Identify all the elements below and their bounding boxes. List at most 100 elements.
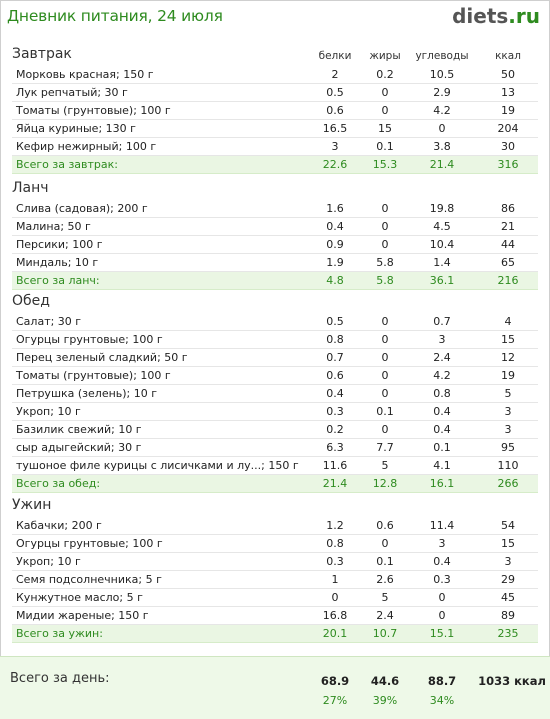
kcal-value: 30 [501,140,515,153]
fat-value: 7.7 [376,441,394,454]
day-total-kcal: 1033 ккал [478,674,546,688]
fat-value: 0.2 [376,68,394,81]
food-name: Укроп; 10 г [16,555,81,568]
site-logo[interactable]: diets.ru [452,4,540,28]
protein-value: 1 [331,573,339,586]
kcal-value: 65 [501,256,515,269]
section-total-row: Всего за завтрак: 22.6 15.3 21.4 316 [12,156,538,174]
carbs-value: 1.4 [433,256,451,269]
food-name: Укроп; 10 г [16,405,81,418]
food-name: Семя подсолнечника; 5 г [16,573,162,586]
food-row[interactable]: Миндаль; 10 г 1.9 5.8 1.4 65 [12,254,538,272]
kcal-value: 5 [504,387,512,400]
kcal-value: 216 [497,274,519,287]
food-name: сыр адыгейский; 30 г [16,441,142,454]
kcal-value: 19 [501,369,515,382]
protein-value: 20.1 [322,627,348,640]
food-row[interactable]: Яйца куриные; 130 г 16.5 15 0 204 [12,120,538,138]
carbs-value: 0 [438,609,446,622]
kcal-value: 316 [497,158,519,171]
food-row[interactable]: Семя подсолнечника; 5 г 1 2.6 0.3 29 [12,571,538,589]
food-name: Яйца куриные; 130 г [16,122,136,135]
food-row[interactable]: Кунжутное масло; 5 г 0 5 0 45 [12,589,538,607]
fat-value: 0 [381,220,389,233]
section-total-row: Всего за ужин: 20.1 10.7 15.1 235 [12,625,538,643]
protein-value: 0.5 [326,86,344,99]
protein-value: 0.6 [326,104,344,117]
fat-value: 0 [381,537,389,550]
food-row[interactable]: Кабачки; 200 г 1.2 0.6 11.4 54 [12,517,538,535]
carbs-value: 36.1 [429,274,455,287]
food-row[interactable]: Базилик свежий; 10 г 0.2 0 0.4 3 [12,421,538,439]
section-total-row: Всего за ланч: 4.8 5.8 36.1 216 [12,272,538,290]
kcal-value: 4 [504,315,512,328]
food-row[interactable]: Персики; 100 г 0.9 0 10.4 44 [12,236,538,254]
section-total-label: Всего за обед: [16,477,101,490]
protein-value: 0.3 [326,555,344,568]
food-row[interactable]: тушоное филе курицы с лисичками и лу...;… [12,457,538,475]
food-name: Томаты (грунтовые); 100 г [16,104,171,117]
protein-value: 3 [331,140,339,153]
column-header-carbs: углеводы [415,50,469,62]
fat-value: 0 [381,369,389,382]
food-name: Базилик свежий; 10 г [16,423,142,436]
kcal-value: 19 [501,104,515,117]
food-row[interactable]: Огурцы грунтовые; 100 г 0.8 0 3 15 [12,331,538,349]
carbs-value: 4.2 [433,104,451,117]
food-row[interactable]: Томаты (грунтовые); 100 г 0.6 0 4.2 19 [12,367,538,385]
carbs-value: 0.4 [433,555,451,568]
column-header-fat: жиры [369,50,401,62]
carbs-value: 0.1 [433,441,451,454]
fat-value: 0 [381,315,389,328]
day-total-protein: 68.9 [320,674,350,688]
carbs-value: 10.5 [429,68,455,81]
fat-value: 0.1 [376,555,394,568]
section-total-row: Всего за обед: 21.4 12.8 16.1 266 [12,475,538,493]
food-row[interactable]: Томаты (грунтовые); 100 г 0.6 0 4.2 19 [12,102,538,120]
kcal-value: 13 [501,86,515,99]
kcal-value: 15 [501,537,515,550]
fat-value: 0 [381,423,389,436]
food-row[interactable]: Слива (садовая); 200 г 1.6 0 19.8 86 [12,200,538,218]
carbs-value: 0 [438,122,446,135]
carbs-value: 15.1 [429,627,455,640]
carbs-value: 0.7 [433,315,451,328]
kcal-value: 15 [501,333,515,346]
food-row[interactable]: Укроп; 10 г 0.3 0.1 0.4 3 [12,553,538,571]
food-name: Кунжутное масло; 5 г [16,591,143,604]
food-name: тушоное филе курицы с лисичками и лу...;… [16,459,299,472]
protein-value: 0.4 [326,220,344,233]
food-row[interactable]: Укроп; 10 г 0.3 0.1 0.4 3 [12,403,538,421]
food-name: Мидии жареные; 150 г [16,609,149,622]
carbs-value: 0.4 [433,423,451,436]
food-row[interactable]: Петрушка (зелень); 10 г 0.4 0 0.8 5 [12,385,538,403]
food-row[interactable]: Салат; 30 г 0.5 0 0.7 4 [12,313,538,331]
kcal-value: 3 [504,405,512,418]
day-fat-percent: 39% [372,694,398,707]
carbs-value: 16.1 [429,477,455,490]
protein-value: 16.5 [322,122,348,135]
food-row[interactable]: Малина; 50 г 0.4 0 4.5 21 [12,218,538,236]
carbs-value: 10.4 [429,238,455,251]
fat-value: 0 [381,351,389,364]
food-row[interactable]: Кефир нежирный; 100 г 3 0.1 3.8 30 [12,138,538,156]
fat-value: 10.7 [372,627,398,640]
protein-value: 0.5 [326,315,344,328]
food-row[interactable]: Морковь красная; 150 г 2 0.2 10.5 50 [12,66,538,84]
food-row[interactable]: Перец зеленый сладкий; 50 г 0.7 0 2.4 12 [12,349,538,367]
protein-value: 0.4 [326,387,344,400]
food-name: Морковь красная; 150 г [16,68,154,81]
column-header-protein: белки [318,50,352,62]
food-row[interactable]: Огурцы грунтовые; 100 г 0.8 0 3 15 [12,535,538,553]
fat-value: 5.8 [376,256,394,269]
food-row[interactable]: Мидии жареные; 150 г 16.8 2.4 0 89 [12,607,538,625]
kcal-value: 266 [497,477,519,490]
kcal-value: 21 [501,220,515,233]
protein-value: 16.8 [322,609,348,622]
fat-value: 2.4 [376,609,394,622]
food-row[interactable]: Лук репчатый; 30 г 0.5 0 2.9 13 [12,84,538,102]
food-row[interactable]: сыр адыгейский; 30 г 6.3 7.7 0.1 95 [12,439,538,457]
fat-value: 0.1 [376,405,394,418]
fat-value: 0 [381,238,389,251]
day-total-fat: 44.6 [370,674,400,688]
